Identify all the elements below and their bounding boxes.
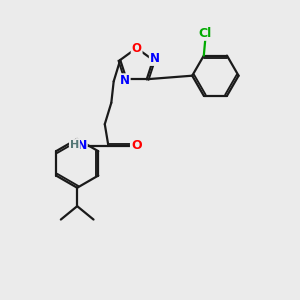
Text: Cl: Cl — [199, 27, 212, 40]
Text: O: O — [131, 139, 142, 152]
Text: H: H — [70, 140, 79, 150]
Text: N: N — [120, 74, 130, 87]
Text: N: N — [150, 52, 160, 65]
Text: N: N — [76, 139, 87, 152]
Text: O: O — [132, 42, 142, 55]
